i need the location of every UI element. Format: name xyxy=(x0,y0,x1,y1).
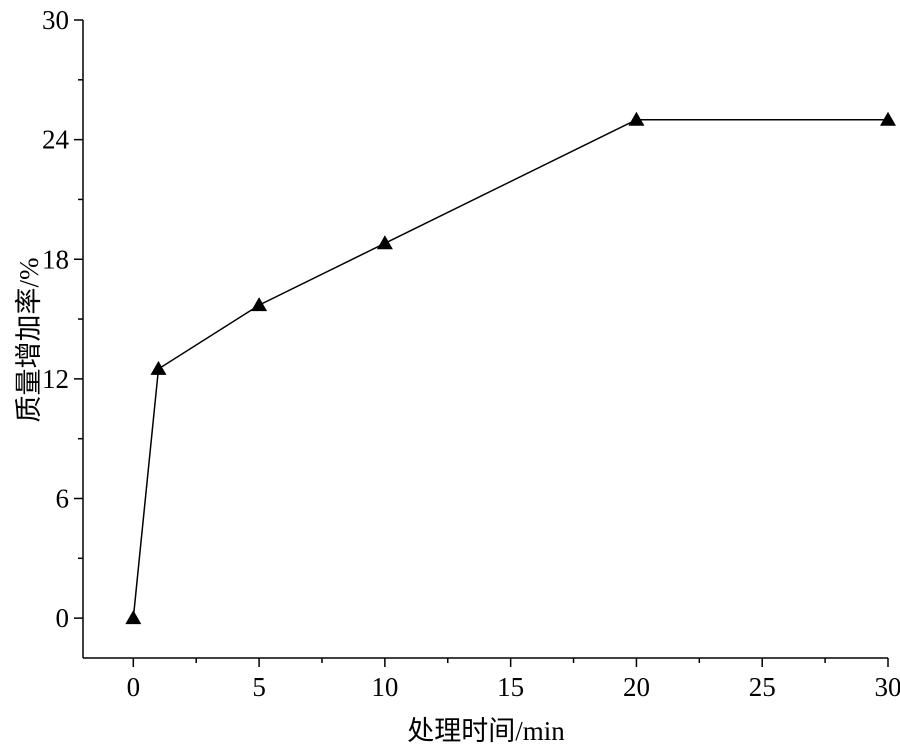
y-tick-label: 0 xyxy=(56,603,70,633)
x-tick-label: 15 xyxy=(497,672,524,702)
marker xyxy=(628,111,645,126)
marker xyxy=(880,111,896,126)
y-tick-label: 6 xyxy=(56,484,70,514)
x-tick-label: 10 xyxy=(371,672,398,702)
marker xyxy=(251,297,268,312)
y-axis-label: 质量增加率/% xyxy=(14,258,44,423)
y-tick-label: 18 xyxy=(42,244,69,274)
x-tick-label: 20 xyxy=(623,672,650,702)
y-tick-label: 30 xyxy=(42,5,69,35)
x-tick-label: 5 xyxy=(252,672,266,702)
marker xyxy=(125,610,142,625)
x-tick-label: 25 xyxy=(749,672,776,702)
y-tick-label: 12 xyxy=(42,364,69,394)
x-tick-label: 0 xyxy=(127,672,141,702)
marker xyxy=(376,235,393,250)
x-axis-label: 处理时间/min xyxy=(407,716,565,746)
data-line xyxy=(132,118,888,619)
y-tick-label: 24 xyxy=(42,125,70,155)
marker xyxy=(150,360,167,375)
x-tick-label: 30 xyxy=(875,672,900,702)
